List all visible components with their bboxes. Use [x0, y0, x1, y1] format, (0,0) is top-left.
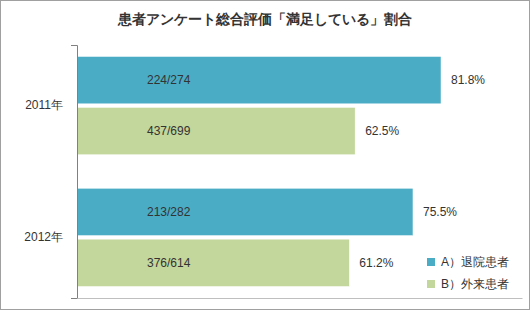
x-axis-line [78, 298, 523, 299]
legend-swatch [427, 280, 435, 288]
data-label: 62.5% [365, 124, 399, 138]
y-tick-label: 2012年 [24, 230, 63, 244]
title: 患者アンケート総合評価「満足している」割合 [117, 11, 412, 27]
legend-item: A）退院患者 [427, 255, 509, 269]
data-label: 61.2% [359, 256, 393, 270]
y-tick: 2011年 [25, 98, 77, 112]
legend-label: B）外来患者 [441, 277, 509, 291]
bar [77, 107, 355, 154]
bar [77, 239, 349, 286]
legend-swatch [427, 258, 435, 266]
legend: A）退院患者 B）外来患者 [427, 255, 509, 291]
y-axis: 2011年 2012年 [24, 46, 77, 299]
bar [77, 188, 413, 235]
data-label: 81.8% [451, 73, 485, 87]
chart-frame [1, 1, 530, 310]
y-axis-line [71, 46, 78, 299]
bar-annotation: 437/699 [147, 124, 191, 138]
labels: 224/274 81.8% 213/282 75.5% 437/699 62.5% 376/… [147, 73, 485, 270]
data-label: 75.5% [423, 205, 457, 219]
bar-annotation: 376/614 [147, 256, 191, 270]
chart: 患者アンケート総合評価「満足している」割合 224/274 81.8% 213/282… [0, 0, 530, 310]
y-tick-label: 2011年 [25, 98, 63, 112]
bars [77, 56, 441, 286]
bar-annotation: 224/274 [147, 73, 191, 87]
bar [77, 56, 441, 103]
bar-annotation: 213/282 [147, 205, 191, 219]
x-axis [78, 298, 523, 299]
legend-item: B）外来患者 [427, 277, 509, 291]
y-tick: 2012年 [24, 230, 77, 244]
legend-label: A）退院患者 [441, 255, 509, 269]
